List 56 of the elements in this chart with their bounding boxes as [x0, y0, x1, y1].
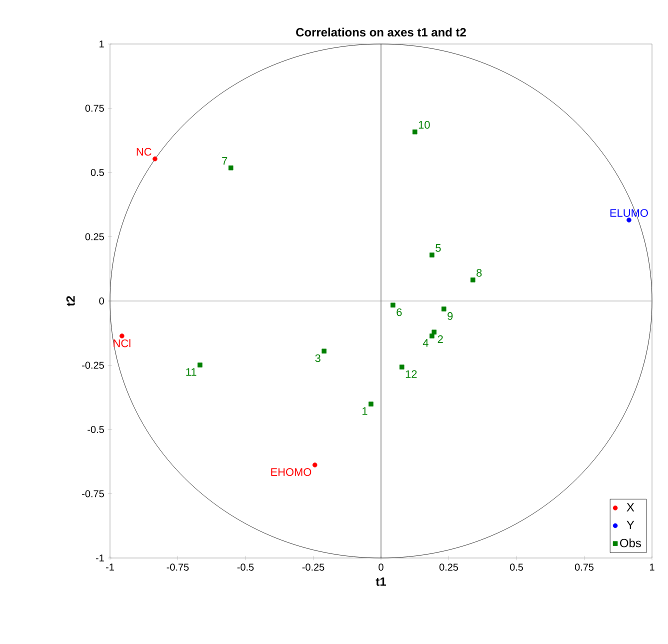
- y-tick-label: -0.25: [82, 362, 104, 369]
- annotation: 5: [436, 244, 441, 252]
- point: [441, 306, 446, 312]
- x-tick-label: 0.75: [574, 564, 594, 571]
- y-tick-label: 1: [100, 40, 104, 48]
- y-tick-label: 0.75: [85, 104, 104, 112]
- y-tick-label: 0: [99, 297, 104, 305]
- point: [152, 156, 158, 162]
- annotation: NCl: [114, 339, 130, 348]
- legend-label: Obs: [620, 538, 641, 548]
- annotation: 6: [396, 308, 402, 316]
- annotation: 1: [362, 407, 368, 415]
- point: [399, 364, 404, 370]
- point: [322, 348, 326, 354]
- annotation: 2: [438, 335, 443, 343]
- y-tick-label: 0.25: [85, 233, 104, 240]
- y-tick-label: -0.5: [88, 426, 104, 434]
- y-axis-title: t2: [66, 296, 75, 306]
- x-tick-label: -1: [106, 564, 114, 570]
- point: [430, 334, 434, 338]
- point: [626, 218, 632, 222]
- annotation: 8: [476, 268, 482, 277]
- y-tick-label: -0.75: [82, 490, 104, 498]
- x-tick-label: -0.75: [166, 564, 189, 571]
- x-tick-label: 0.5: [510, 564, 524, 571]
- point: [198, 362, 202, 368]
- y-tick-label: -1: [96, 554, 104, 562]
- point: [430, 252, 434, 258]
- annotation: 9: [448, 312, 453, 320]
- x-tick-label: 0.25: [439, 564, 458, 571]
- y-tick-label: 0.5: [90, 168, 104, 176]
- point: [432, 330, 437, 334]
- point: [120, 334, 124, 338]
- annotation: EHOMO: [271, 468, 312, 476]
- annotation: 12: [406, 370, 417, 378]
- x-tick-label: -0.25: [302, 564, 324, 571]
- x-tick-label: -0.5: [237, 564, 254, 571]
- point: [470, 278, 476, 282]
- point: [412, 129, 418, 134]
- annotation: 7: [222, 157, 228, 165]
- x-tick-label: 0: [378, 564, 384, 571]
- x-tick-label: 1: [650, 564, 654, 570]
- chart-title: Correlations on axes t1 and t2: [296, 28, 466, 36]
- point: [368, 402, 374, 406]
- legend-label: Y: [626, 520, 634, 530]
- x-axis-title: t1: [376, 578, 386, 586]
- annotation: 10: [418, 120, 430, 129]
- annotation: 4: [422, 339, 428, 347]
- legend-label: X: [626, 503, 634, 512]
- point: [390, 302, 396, 308]
- annotation: ELUMO: [610, 209, 648, 217]
- annotation: 3: [315, 354, 320, 362]
- point: [228, 165, 234, 170]
- annotation: 11: [186, 368, 196, 376]
- annotation: NC: [136, 148, 152, 156]
- point: [312, 462, 318, 468]
